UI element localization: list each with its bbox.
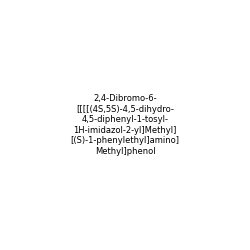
Text: 2,4-Dibromo-6-
[[[[(4S,5S)-4,5-dihydro-
4,5-diphenyl-1-tosyl-
1H-imidazol-2-yl]M: 2,4-Dibromo-6- [[[[(4S,5S)-4,5-dihydro- … [70,94,180,156]
